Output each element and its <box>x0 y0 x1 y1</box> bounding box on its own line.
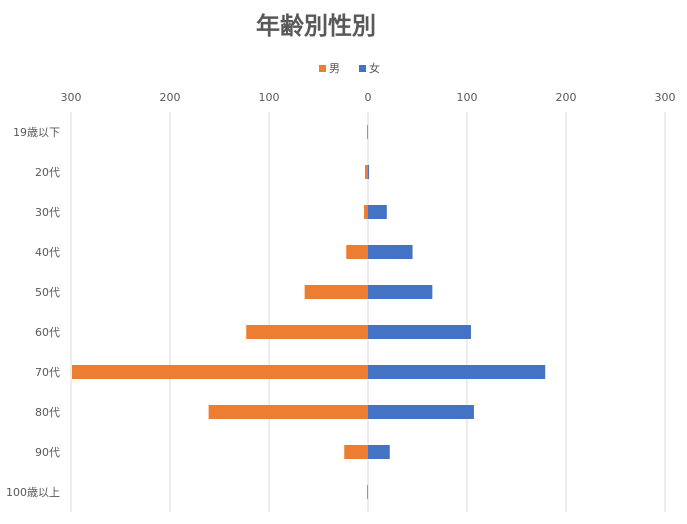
legend-label-male: 男 <box>329 62 340 75</box>
bars <box>71 125 546 499</box>
legend-swatch-female <box>359 65 366 72</box>
bar-male-1 <box>365 165 368 179</box>
bar-female-4 <box>368 285 433 299</box>
bar-male-2 <box>364 205 368 219</box>
x-tick-label: 100 <box>457 91 478 104</box>
category-label: 20代 <box>35 166 60 179</box>
x-axis-ticks: 300 200 100 0 100 200 300 <box>61 91 676 104</box>
category-label: 60代 <box>35 326 60 339</box>
y-axis-categories: 19歳以下 20代 30代 40代 50代 60代 70代 80代 90代 100歳以上 <box>6 126 60 499</box>
bar-female-2 <box>368 205 387 219</box>
x-tick-label: 200 <box>556 91 577 104</box>
x-tick-label: 200 <box>160 91 181 104</box>
bar-male-9 <box>367 485 368 499</box>
bar-female-6 <box>368 365 546 379</box>
bar-male-8 <box>344 445 368 459</box>
category-label: 30代 <box>35 206 60 219</box>
bar-female-5 <box>368 325 471 339</box>
bar-male-7 <box>208 405 368 419</box>
bar-male-6 <box>71 365 369 379</box>
category-label: 80代 <box>35 406 60 419</box>
legend: 男女 <box>319 61 380 75</box>
category-label: 100歳以上 <box>6 486 60 499</box>
category-label: 40代 <box>35 246 60 259</box>
x-tick-label: 0 <box>365 91 372 104</box>
bar-female-1 <box>368 165 369 179</box>
category-label: 70代 <box>35 366 60 379</box>
x-tick-label: 100 <box>259 91 280 104</box>
bar-male-0 <box>367 125 368 139</box>
bar-male-4 <box>304 285 368 299</box>
category-label: 90代 <box>35 446 60 459</box>
category-label: 50代 <box>35 286 60 299</box>
category-label: 19歳以下 <box>13 126 60 139</box>
bar-female-8 <box>368 445 390 459</box>
chart-title: 年齢別性別 <box>256 12 376 40</box>
legend-swatch-male <box>319 65 326 72</box>
legend-label-female: 女 <box>369 61 380 75</box>
bar-male-3 <box>346 245 368 259</box>
x-tick-label: 300 <box>61 91 82 104</box>
bar-female-3 <box>368 245 413 259</box>
bar-male-5 <box>246 325 368 339</box>
x-tick-label: 300 <box>655 91 676 104</box>
bar-female-7 <box>368 405 474 419</box>
